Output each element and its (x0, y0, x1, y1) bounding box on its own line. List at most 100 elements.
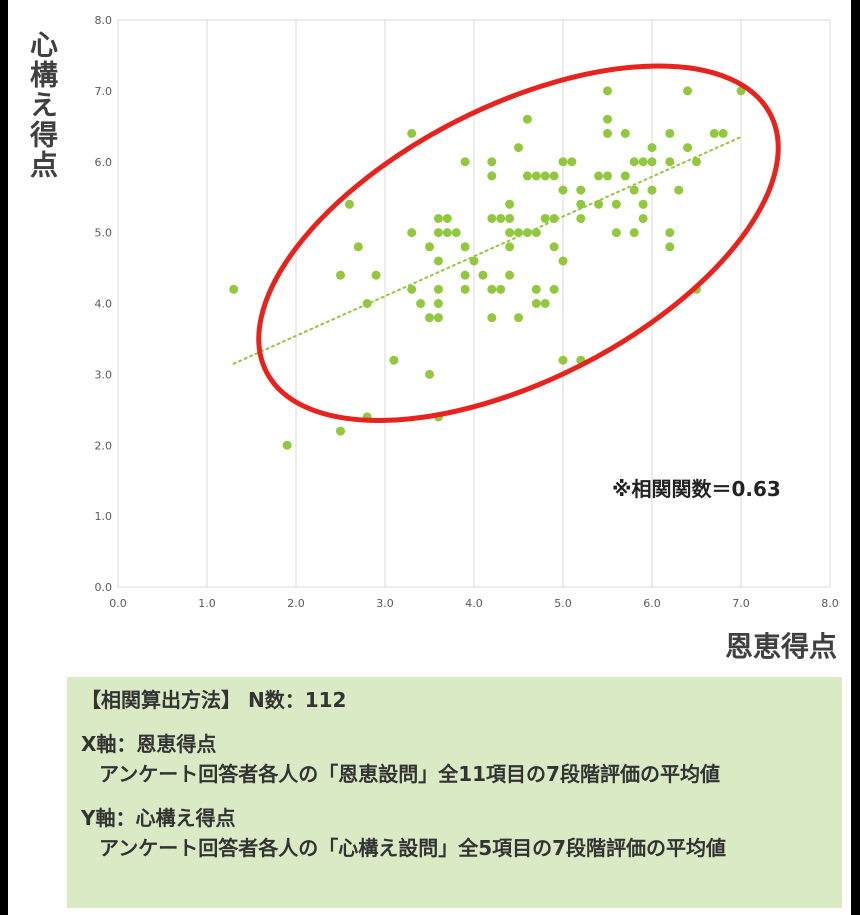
data-point (603, 171, 612, 181)
data-point (389, 355, 399, 365)
data-point (692, 157, 701, 167)
data-point (647, 185, 657, 195)
data-point (620, 171, 630, 181)
data-point (531, 284, 541, 294)
data-point (638, 213, 648, 223)
data-point (638, 199, 648, 209)
data-point (442, 228, 452, 238)
data-point (638, 157, 648, 167)
data-point (522, 114, 532, 124)
data-point (344, 199, 354, 209)
data-point (540, 171, 550, 181)
y-axis-label: 心構え得点 (26, 30, 59, 180)
x-tick-label: 1.0 (198, 597, 216, 610)
data-point (594, 199, 604, 209)
data-point (505, 270, 515, 280)
data-point (603, 114, 612, 124)
data-point (665, 242, 675, 252)
y-tick-label: 6.0 (95, 156, 113, 169)
data-point (549, 284, 559, 294)
data-point (709, 128, 719, 138)
trendline (232, 135, 742, 365)
y-tick-label: 7.0 (95, 85, 113, 98)
y-tick-label: 8.0 (95, 14, 113, 27)
y-tick-label: 1.0 (95, 510, 113, 523)
data-point (460, 242, 470, 252)
data-point (451, 228, 461, 238)
data-point (505, 199, 515, 209)
x-tick-label: 4.0 (465, 597, 483, 610)
data-point (442, 213, 452, 223)
data-point (629, 157, 639, 167)
data-point (683, 86, 693, 96)
scatter-chart: 0.0 1.0 2.0 3.0 4.0 5.0 6.0 7.0 8.0 0.0 1.0 2.0 3.0 4… (95, 14, 839, 610)
data-point (665, 128, 675, 138)
data-point (229, 284, 239, 294)
data-point (425, 369, 434, 379)
data-point (371, 270, 381, 280)
x-tick-label: 7.0 (732, 597, 750, 610)
data-point (611, 228, 621, 238)
data-point (487, 213, 497, 223)
data-point (603, 86, 612, 96)
data-point (549, 242, 559, 252)
data-point (718, 128, 728, 138)
data-point (540, 213, 550, 223)
data-point (469, 256, 479, 266)
data-point (522, 228, 532, 238)
data-point (487, 313, 497, 323)
x-tick-label: 0.0 (109, 597, 127, 610)
data-point (433, 256, 443, 266)
x-tick-label: 2.0 (287, 597, 305, 610)
data-point (665, 157, 675, 167)
data-point (505, 228, 515, 238)
data-point (362, 299, 372, 308)
data-point (594, 171, 604, 181)
data-point (407, 284, 417, 294)
data-point (433, 284, 443, 294)
data-point (487, 171, 497, 181)
x-tick-label: 6.0 (643, 597, 661, 610)
data-point (433, 228, 443, 238)
data-point (496, 284, 506, 294)
data-point (487, 284, 497, 294)
data-point (433, 299, 443, 308)
data-point (505, 242, 515, 252)
data-point (629, 185, 639, 195)
y-tick-label: 3.0 (95, 368, 113, 381)
y-tick-label: 4.0 (95, 298, 113, 311)
highlight-ellipse (256, 63, 781, 423)
data-point (336, 270, 345, 280)
data-point (416, 299, 426, 308)
data-point (576, 199, 586, 209)
data-point (531, 171, 541, 181)
x-tick-label: 5.0 (554, 597, 572, 610)
data-point (549, 213, 559, 223)
data-point (514, 228, 523, 238)
data-point (336, 426, 345, 436)
data-point (558, 157, 568, 167)
y-axis-title: Y軸：心構え得点 (81, 806, 236, 830)
data-point (549, 171, 559, 181)
data-point (647, 143, 657, 153)
data-point (514, 313, 523, 323)
data-point (460, 270, 470, 280)
data-point (522, 171, 532, 181)
data-point (558, 256, 568, 266)
x-axis-title: X軸：恩恵得点 (81, 732, 217, 756)
data-point (629, 228, 639, 238)
y-tick-label: 5.0 (95, 227, 113, 240)
data-point (674, 185, 684, 195)
data-point (531, 228, 541, 238)
data-point (407, 128, 417, 138)
data-point (282, 440, 292, 450)
data-point (665, 228, 675, 238)
figure: 0.0 1.0 2.0 3.0 4.0 5.0 6.0 7.0 8.0 0.0 1.0 2.0 3.0 4… (8, 0, 851, 915)
correlation-annotation: ※相関関数＝0.63 (612, 477, 781, 501)
data-point (353, 242, 363, 252)
data-point (531, 299, 541, 308)
data-point (620, 128, 630, 138)
data-point (603, 128, 612, 138)
x-tick-label: 3.0 (376, 597, 394, 610)
y-axis-description: アンケート回答者各人の「心構え設問」全5項目の7段階評価の平均値 (99, 836, 727, 860)
